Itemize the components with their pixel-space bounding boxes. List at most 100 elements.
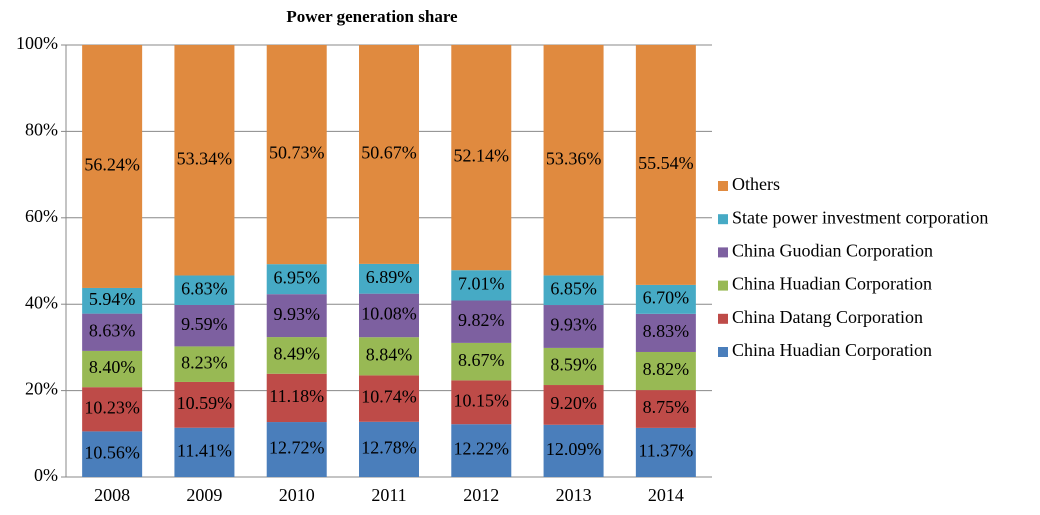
- bar-segment: [174, 45, 235, 276]
- bar-segment: [451, 270, 512, 301]
- x-tick-label: 2014: [648, 485, 684, 505]
- data-label: 56.24%: [84, 155, 140, 175]
- legend-swatch: [718, 347, 728, 357]
- chart-title: Power generation share: [286, 7, 458, 26]
- data-label: 53.34%: [177, 148, 233, 168]
- x-tick-label: 2008: [94, 485, 130, 505]
- bar-segment: [174, 304, 235, 347]
- bar-segment: [359, 421, 419, 477]
- data-label: 9.93%: [550, 315, 597, 335]
- data-label: 5.94%: [89, 289, 136, 309]
- data-label: 8.63%: [89, 320, 136, 340]
- bar-segment: [82, 45, 143, 288]
- data-label: 8.49%: [273, 344, 320, 364]
- data-label: 6.95%: [273, 267, 320, 287]
- data-label: 9.82%: [458, 310, 505, 330]
- bar-segment: [635, 284, 696, 314]
- bar-segment: [635, 427, 696, 477]
- bar-segment: [543, 424, 604, 477]
- data-label: 8.59%: [550, 355, 597, 375]
- bar-segment: [451, 342, 512, 381]
- data-label: 53.36%: [546, 148, 602, 168]
- legend-swatch: [718, 313, 728, 324]
- bar-segment: [635, 390, 696, 428]
- bar-segment: [82, 287, 143, 314]
- bar-segment: [174, 275, 235, 305]
- legend-label: State power investment corporation: [732, 207, 988, 227]
- bar-segment: [359, 293, 419, 338]
- bar-segment: [359, 263, 419, 294]
- data-label: 7.01%: [458, 273, 505, 293]
- bar-segment: [543, 347, 604, 386]
- bar-segment: [266, 294, 327, 338]
- bar-segment: [174, 346, 235, 382]
- bar-segment: [359, 375, 419, 422]
- bar-segment: [451, 424, 512, 477]
- x-tick-label: 2012: [463, 485, 499, 505]
- data-label: 55.54%: [638, 153, 694, 173]
- data-label: 12.09%: [546, 439, 602, 459]
- data-label: 9.20%: [550, 393, 597, 413]
- y-tick-label: 0%: [34, 465, 58, 485]
- data-label: 12.78%: [361, 438, 417, 458]
- data-label: 11.18%: [269, 386, 324, 406]
- y-tick-label: 20%: [25, 379, 58, 399]
- bar-segment: [451, 380, 512, 425]
- data-label: 9.59%: [181, 314, 228, 334]
- data-label: 8.40%: [89, 357, 136, 377]
- legend-label: Others: [732, 174, 780, 194]
- bar-segment: [82, 350, 143, 388]
- bar-segment: [359, 45, 419, 264]
- data-label: 50.67%: [361, 143, 417, 163]
- legend-label: China Guodian Corporation: [732, 241, 933, 261]
- bar-segment: [266, 45, 327, 265]
- data-label: 8.23%: [181, 352, 228, 372]
- data-label: 10.15%: [454, 390, 510, 410]
- bar-segment: [451, 300, 512, 343]
- bar-segment: [266, 337, 327, 374]
- x-tick-label: 2013: [556, 485, 592, 505]
- y-tick-label: 100%: [16, 33, 58, 53]
- data-label: 10.59%: [177, 393, 233, 413]
- x-tick-label: 2011: [371, 485, 406, 505]
- legend-swatch: [718, 181, 728, 191]
- bar-segment: [82, 313, 143, 351]
- bar-segment: [543, 305, 604, 348]
- data-label: 8.84%: [366, 344, 413, 364]
- data-label: 11.37%: [638, 441, 693, 461]
- bar-segment: [451, 44, 512, 271]
- bar-segment: [174, 381, 235, 428]
- bar-segment: [266, 373, 327, 423]
- data-label: 8.82%: [643, 359, 690, 379]
- data-label: 6.83%: [181, 278, 228, 298]
- bar-segment: [266, 264, 327, 295]
- data-label: 9.93%: [273, 304, 320, 324]
- bar-segment: [82, 387, 143, 432]
- bar-segment: [359, 337, 419, 376]
- bar-segment: [635, 44, 696, 285]
- legend-swatch: [718, 214, 728, 225]
- legend-swatch: [718, 280, 728, 291]
- data-label: 52.14%: [454, 146, 510, 166]
- y-tick-label: 40%: [25, 292, 58, 312]
- data-label: 8.75%: [643, 397, 690, 417]
- bar-segment: [635, 313, 696, 352]
- data-label: 50.73%: [269, 143, 325, 163]
- y-tick-label: 60%: [25, 206, 58, 226]
- data-label: 10.56%: [84, 442, 140, 462]
- bar-segment: [82, 431, 143, 477]
- data-label: 12.72%: [269, 438, 325, 458]
- data-label: 10.74%: [361, 387, 417, 407]
- bar-segment: [543, 44, 604, 276]
- y-tick-label: 80%: [25, 120, 58, 140]
- data-label: 6.70%: [643, 287, 690, 307]
- bar-segment: [174, 427, 235, 477]
- legend-label: China Datang Corporation: [732, 307, 923, 327]
- data-label: 8.83%: [643, 321, 690, 341]
- legend-label: China Huadian Corporation: [732, 340, 932, 360]
- data-label: 12.22%: [454, 439, 510, 459]
- data-label: 6.85%: [550, 278, 597, 298]
- bar-segment: [543, 275, 604, 306]
- bar-segment: [635, 351, 696, 391]
